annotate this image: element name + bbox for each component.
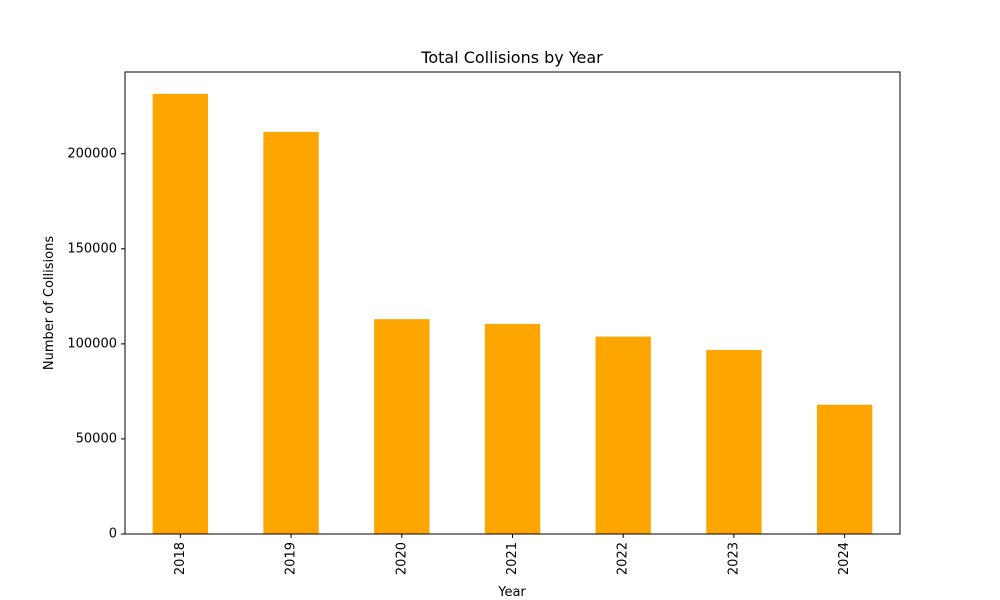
x-tick-label: 2021: [505, 542, 520, 575]
bar-2018: [152, 93, 209, 534]
y-tick-label: 150000: [67, 241, 117, 256]
bar-2019: [263, 131, 319, 534]
bar-2024: [816, 404, 873, 534]
bar-2021: [484, 323, 541, 534]
y-tick-label: 200000: [67, 146, 117, 161]
bar-2022: [595, 336, 651, 534]
x-tick-label: 2019: [284, 542, 299, 575]
chart-title: Total Collisions by Year: [420, 48, 603, 67]
y-axis-ticks: 0 50000 100000 150000 200000: [67, 146, 125, 542]
y-tick-label: 100000: [67, 336, 117, 351]
bar-2020: [374, 319, 430, 534]
y-tick-label: 0: [109, 527, 117, 542]
bar-2023: [706, 349, 762, 534]
plot-frame: [124, 71, 901, 535]
y-axis-label: Number of Collisions: [42, 236, 57, 370]
bars-group: [152, 93, 873, 534]
x-tick-label: 2024: [837, 542, 852, 575]
x-tick-label: 2018: [173, 542, 188, 575]
y-tick-label: 50000: [76, 431, 117, 446]
x-tick-label: 2023: [726, 542, 741, 575]
x-tick-label: 2022: [616, 542, 631, 575]
x-axis-label: Year: [497, 585, 526, 600]
x-tick-label: 2020: [394, 542, 409, 575]
x-axis-ticks: 2018 2019 2020 2021 2022 2023 2024: [173, 534, 852, 575]
